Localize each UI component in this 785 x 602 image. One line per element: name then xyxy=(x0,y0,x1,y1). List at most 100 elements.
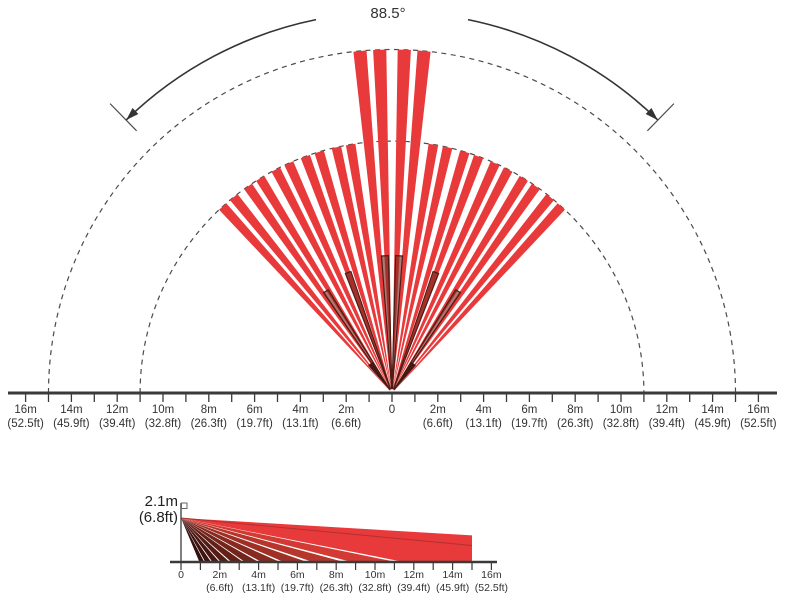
creep-zone-mark xyxy=(368,361,391,392)
angle-end-tick xyxy=(109,103,138,132)
angle-dimension-arc xyxy=(467,18,659,121)
sensor-icon xyxy=(181,502,188,509)
axis-label-ft: (26.3ft) xyxy=(320,582,353,594)
axis-label-m: 2m xyxy=(338,404,354,416)
side-detection-beam xyxy=(181,518,397,562)
axis-label-ft: (32.8ft) xyxy=(358,582,391,594)
axis-label-m: 8m xyxy=(567,404,583,416)
axis-label-m: 12m xyxy=(404,569,425,581)
detection-beam-mid xyxy=(392,143,439,390)
side-detection-beam xyxy=(181,518,280,562)
detection-beam-mid xyxy=(331,146,392,390)
near-zone-beam xyxy=(344,270,392,390)
axis-label-ft: (26.3ft) xyxy=(557,418,594,430)
axis-label-m: 16m xyxy=(14,404,36,416)
axis-label-m: 10m xyxy=(610,404,632,416)
detection-beam-mid xyxy=(394,203,565,391)
detection-angle-label: 88.5° xyxy=(364,5,412,22)
axis-label-ft: (32.8ft) xyxy=(145,418,182,430)
axis-label-ft: (45.9ft) xyxy=(436,582,469,594)
range-arc-dashed xyxy=(139,140,645,394)
axis-label-ft: (13.1ft) xyxy=(465,418,502,430)
detection-beam-mid xyxy=(244,183,391,391)
detection-beam-mid xyxy=(271,167,391,390)
mount-height-feet: (6.8ft) xyxy=(138,509,178,526)
axis-label-ft: (13.1ft) xyxy=(242,582,275,594)
detection-beam-mid xyxy=(284,161,391,390)
side-detection-beam xyxy=(181,518,230,562)
side-detection-beam xyxy=(181,518,344,562)
axis-label-ft: (52.5ft) xyxy=(7,418,44,430)
axis-label-m: 8m xyxy=(329,569,344,581)
axis-label-m: 4m xyxy=(251,569,266,581)
near-zone-beam xyxy=(392,270,440,390)
creep-zone-mark xyxy=(393,361,416,392)
axis-label-m: 14m xyxy=(701,404,723,416)
axis-label-m: 14m xyxy=(442,569,463,581)
angle-end-tick xyxy=(646,103,675,132)
mount-height-label: 2.1m (6.8ft) xyxy=(139,494,178,526)
near-zone-beam xyxy=(391,254,404,389)
detection-beam-mid xyxy=(219,203,390,391)
detection-beam-mid xyxy=(392,146,453,390)
side-detection-beam xyxy=(181,518,244,562)
detection-beam-mid xyxy=(314,150,392,390)
axis-label-m: 12m xyxy=(656,404,678,416)
detection-beam-long xyxy=(392,50,431,390)
axis-label-m: 6m xyxy=(290,569,305,581)
axis-label-m: 0 xyxy=(389,404,395,416)
detection-beam-mid xyxy=(392,150,470,390)
axis-label-m: 4m xyxy=(292,404,308,416)
detection-beam-mid xyxy=(393,167,513,390)
detection-beam-long xyxy=(353,50,392,390)
axis-label-ft: (26.3ft) xyxy=(191,418,228,430)
axis-label-ft: (19.7ft) xyxy=(236,418,273,430)
detection-beam-mid xyxy=(394,194,554,391)
axis-label-m: 12m xyxy=(106,404,128,416)
detection-beam-mid xyxy=(393,161,500,390)
arrow-head xyxy=(645,108,658,121)
axis-label-ft: (52.5ft) xyxy=(740,418,777,430)
axis-label-m: 10m xyxy=(152,404,174,416)
side-detection-beam xyxy=(181,518,308,562)
axis-label-m: 6m xyxy=(521,404,537,416)
axis-label-m: 16m xyxy=(747,404,769,416)
angle-dimension-arc xyxy=(125,18,317,121)
side-detection-beam xyxy=(181,518,205,562)
axis-label-ft: (32.8ft) xyxy=(603,418,640,430)
axis-label-ft: (6.6ft) xyxy=(423,418,453,430)
side-detection-beam xyxy=(181,518,212,562)
axis-label-m: 4m xyxy=(476,404,492,416)
axis-label-ft: (19.7ft) xyxy=(511,418,548,430)
axis-label-ft: (39.4ft) xyxy=(397,582,430,594)
axis-label-ft: (13.1ft) xyxy=(282,418,319,430)
axis-label-m: 0 xyxy=(178,569,184,581)
axis-label-m: 2m xyxy=(213,569,228,581)
axis-label-m: 10m xyxy=(365,569,386,581)
axis-label-m: 8m xyxy=(201,404,217,416)
axis-label-ft: (45.9ft) xyxy=(694,418,731,430)
arrow-head xyxy=(126,108,139,121)
axis-label-ft: (52.5ft) xyxy=(475,582,508,594)
detection-beam-mid xyxy=(393,183,540,391)
range-arc-dashed xyxy=(47,48,737,394)
axis-label-m: 14m xyxy=(60,404,82,416)
axis-label-ft: (6.6ft) xyxy=(206,582,233,594)
detection-beam-mid xyxy=(230,194,390,391)
axis-label-m: 2m xyxy=(430,404,446,416)
mount-height-meters: 2.1m xyxy=(144,493,178,510)
beam-divider-line xyxy=(180,517,473,546)
axis-label-ft: (45.9ft) xyxy=(53,418,90,430)
side-detection-beam xyxy=(181,518,259,562)
axis-label-ft: (39.4ft) xyxy=(99,418,136,430)
axis-label-m: 16m xyxy=(481,569,502,581)
axis-label-ft: (19.7ft) xyxy=(281,582,314,594)
axis-label-ft: (39.4ft) xyxy=(649,418,686,430)
side-detection-beam xyxy=(181,518,472,562)
detection-beam-mid xyxy=(345,143,392,390)
side-detection-beam xyxy=(181,518,220,562)
axis-label-m: 6m xyxy=(247,404,263,416)
axis-label-ft: (6.6ft) xyxy=(331,418,361,430)
